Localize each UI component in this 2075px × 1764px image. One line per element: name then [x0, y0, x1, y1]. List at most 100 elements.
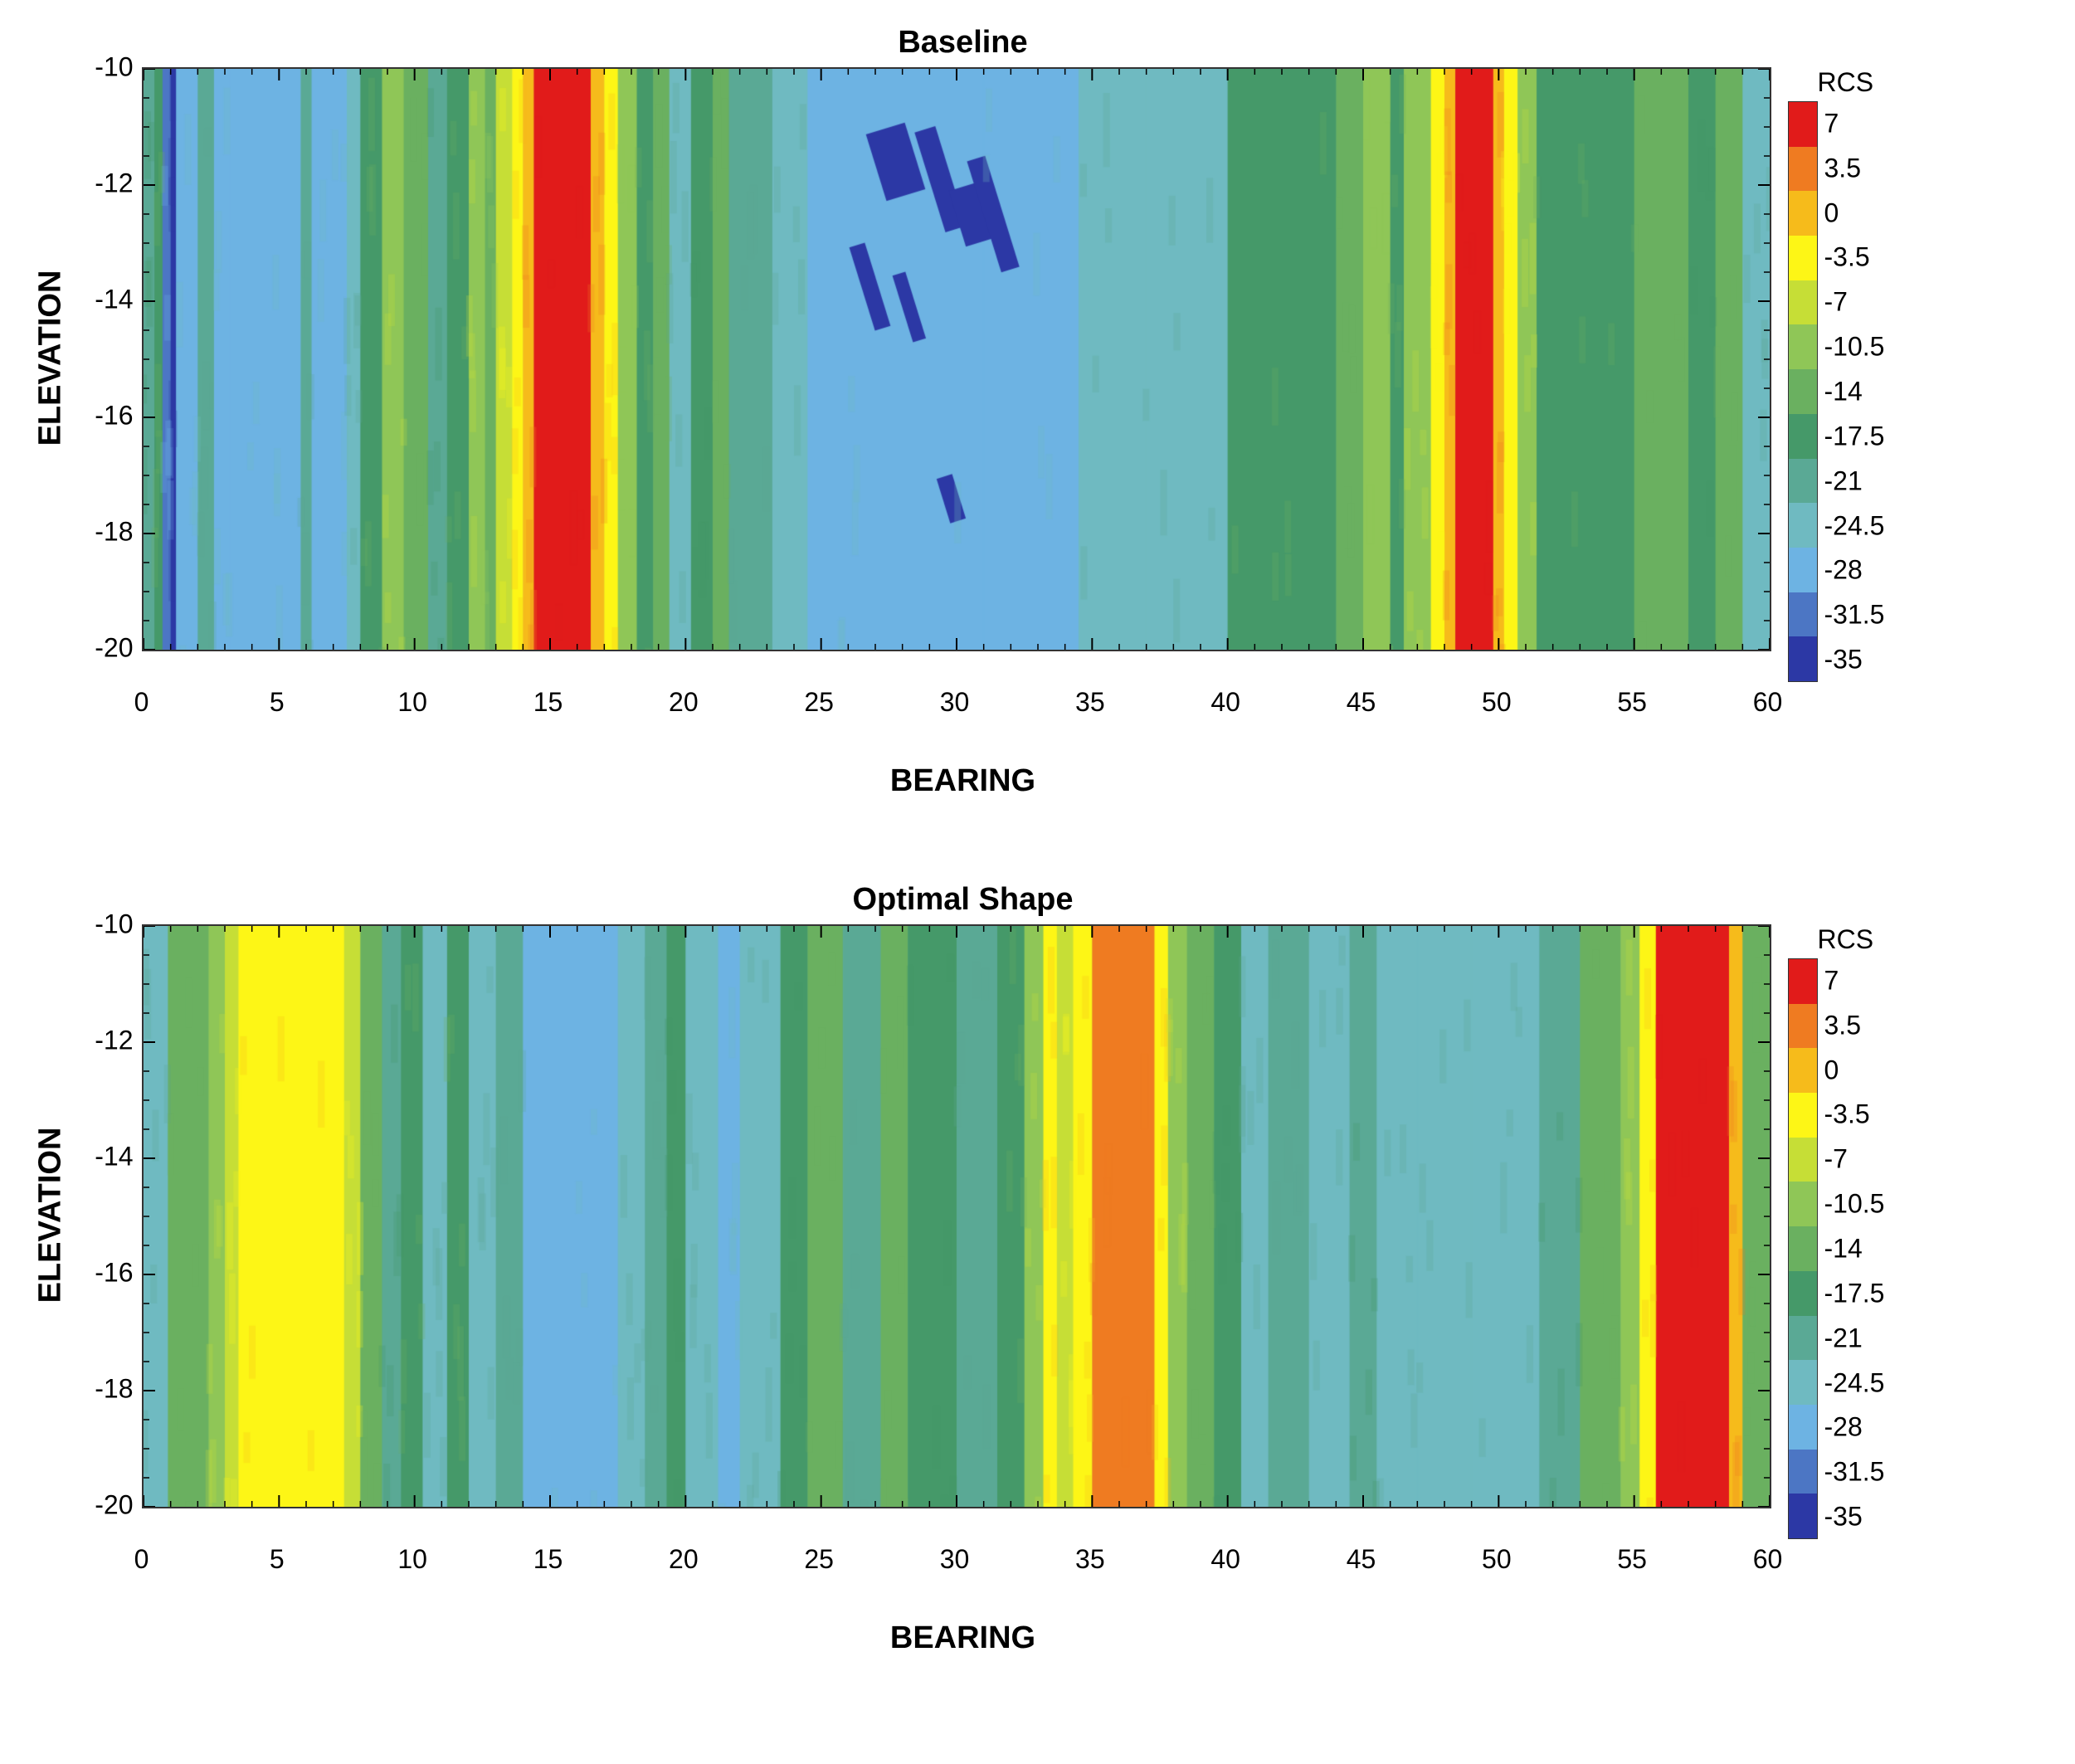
- x-tick-label: 50: [1482, 1544, 1512, 1575]
- x-tick-label: 30: [940, 1544, 970, 1575]
- colorbar-segment: [1789, 1093, 1817, 1138]
- y-tick-label: -16: [95, 1258, 133, 1289]
- x-tick-label: 40: [1210, 687, 1240, 718]
- colorbar-level-label: -21: [1824, 1323, 1863, 1353]
- colorbar-segment: [1789, 1138, 1817, 1182]
- colorbar-legend: RCS73.50-3.5-7-10.5-14-17.5-21-24.5-28-3…: [1788, 67, 1907, 682]
- x-tick-label: 45: [1347, 1544, 1376, 1575]
- x-tick-label: 25: [804, 1544, 834, 1575]
- colorbar-title: RCS: [1818, 924, 1907, 955]
- colorbar-level-label: -17.5: [1824, 1278, 1885, 1308]
- colorbar-segment: [1789, 459, 1817, 504]
- colorbar-level-label: 7: [1824, 108, 1839, 139]
- colorbar-level-label: -31.5: [1824, 600, 1885, 631]
- colorbar-level-label: -24.5: [1824, 1367, 1885, 1398]
- colorbar-level-label: 3.5: [1824, 153, 1861, 183]
- x-tick-label: 45: [1347, 687, 1376, 718]
- colorbar-level-label: 3.5: [1824, 1010, 1861, 1040]
- colorbar-segment: [1789, 414, 1817, 459]
- y-tick-label: -14: [95, 285, 133, 315]
- x-tick-label: 30: [940, 687, 970, 718]
- colorbar-segment: [1789, 147, 1817, 192]
- x-tick-label: 20: [669, 687, 699, 718]
- colorbar-level-label: 0: [1824, 197, 1839, 228]
- y-tick-label: -12: [95, 168, 133, 199]
- colorbar-level-label: -17.5: [1824, 421, 1885, 451]
- colorbar-level-label: -35: [1824, 645, 1863, 675]
- colorbar-segment: [1789, 1360, 1817, 1405]
- colorbar-segment: [1789, 1450, 1817, 1494]
- x-tick-label: 35: [1075, 687, 1105, 718]
- colorbar-segment: [1789, 324, 1817, 369]
- colorbar-segment: [1789, 1182, 1817, 1226]
- x-tick-label: 15: [533, 1544, 563, 1575]
- x-tick-label: 0: [134, 687, 149, 718]
- x-tick-label: 40: [1210, 1544, 1240, 1575]
- y-tick-label: -12: [95, 1026, 133, 1056]
- y-tick-label: -20: [95, 1490, 133, 1521]
- colorbar-segment: [1789, 592, 1817, 637]
- colorbar-segment: [1789, 1271, 1817, 1316]
- colorbar-level-label: -10.5: [1824, 1189, 1885, 1220]
- colorbar-level-label: -21: [1824, 465, 1863, 496]
- heatmap-plot: [142, 67, 1771, 651]
- y-tick-label: -14: [95, 1142, 133, 1172]
- x-tick-label: 35: [1075, 1544, 1105, 1575]
- x-tick-label: 25: [804, 687, 834, 718]
- x-tick-label: 60: [1753, 687, 1783, 718]
- y-axis-label: ELEVATION: [32, 270, 68, 446]
- x-axis-label: BEARING: [0, 1620, 2050, 1656]
- x-tick-label: 0: [134, 1544, 149, 1575]
- colorbar-segment: [1789, 369, 1817, 414]
- x-tick-label: 5: [270, 687, 285, 718]
- colorbar-level-label: 0: [1824, 1055, 1839, 1085]
- colorbar-segment: [1789, 959, 1817, 1004]
- colorbar-level-label: -28: [1824, 1412, 1863, 1443]
- colorbar-segment: [1789, 1226, 1817, 1271]
- x-tick-label: 60: [1753, 1544, 1783, 1575]
- y-tick-label: -10: [95, 52, 133, 83]
- colorbar-level-label: -7: [1824, 1144, 1848, 1175]
- colorbar-level-label: -3.5: [1824, 242, 1870, 273]
- colorbar-level-label: -31.5: [1824, 1457, 1885, 1488]
- colorbar-segment: [1789, 548, 1817, 592]
- colorbar-segment: [1789, 503, 1817, 548]
- panel-title: Baseline: [0, 25, 2050, 61]
- colorbar-segment: [1789, 280, 1817, 325]
- x-tick-label: 55: [1617, 687, 1647, 718]
- y-tick-label: -10: [95, 909, 133, 940]
- colorbar-level-label: -14: [1824, 377, 1863, 407]
- heatmap-plot: [142, 924, 1771, 1508]
- colorbar-segment: [1789, 1048, 1817, 1093]
- x-tick-label: 10: [397, 687, 427, 718]
- colorbar-segment: [1789, 1316, 1817, 1361]
- colorbar-level-label: -14: [1824, 1234, 1863, 1265]
- colorbar-level-label: -3.5: [1824, 1099, 1870, 1130]
- chart-panel-baseline: BaselineELEVATION-10-12-14-16-18-20RCS73…: [26, 25, 2050, 799]
- x-tick-label: 55: [1617, 1544, 1647, 1575]
- colorbar-segment: [1789, 1004, 1817, 1049]
- colorbar-level-label: -10.5: [1824, 332, 1885, 363]
- figure-container: BaselineELEVATION-10-12-14-16-18-20RCS73…: [26, 25, 2050, 1656]
- y-tick-label: -18: [95, 517, 133, 548]
- colorbar-level-label: -28: [1824, 555, 1863, 586]
- colorbar-segment: [1789, 1405, 1817, 1450]
- colorbar-level-label: -24.5: [1824, 510, 1885, 541]
- x-tick-label: 5: [270, 1544, 285, 1575]
- y-tick-label: -18: [95, 1374, 133, 1405]
- panel-title: Optimal Shape: [0, 882, 2050, 918]
- colorbar-segment: [1789, 102, 1817, 147]
- colorbar-segment: [1789, 636, 1817, 681]
- x-tick-label: 10: [397, 1544, 427, 1575]
- colorbar-legend: RCS73.50-3.5-7-10.5-14-17.5-21-24.5-28-3…: [1788, 924, 1907, 1539]
- colorbar-level-label: -35: [1824, 1502, 1863, 1533]
- y-tick-label: -20: [95, 633, 133, 664]
- colorbar-segment: [1789, 1494, 1817, 1538]
- y-tick-label: -16: [95, 401, 133, 431]
- x-axis-label: BEARING: [0, 763, 2050, 799]
- colorbar-segment: [1789, 236, 1817, 280]
- x-tick-label: 20: [669, 1544, 699, 1575]
- colorbar-segment: [1789, 191, 1817, 236]
- chart-panel-optimal: Optimal ShapeELEVATION-10-12-14-16-18-20…: [26, 882, 2050, 1656]
- y-axis-label: ELEVATION: [32, 1127, 68, 1303]
